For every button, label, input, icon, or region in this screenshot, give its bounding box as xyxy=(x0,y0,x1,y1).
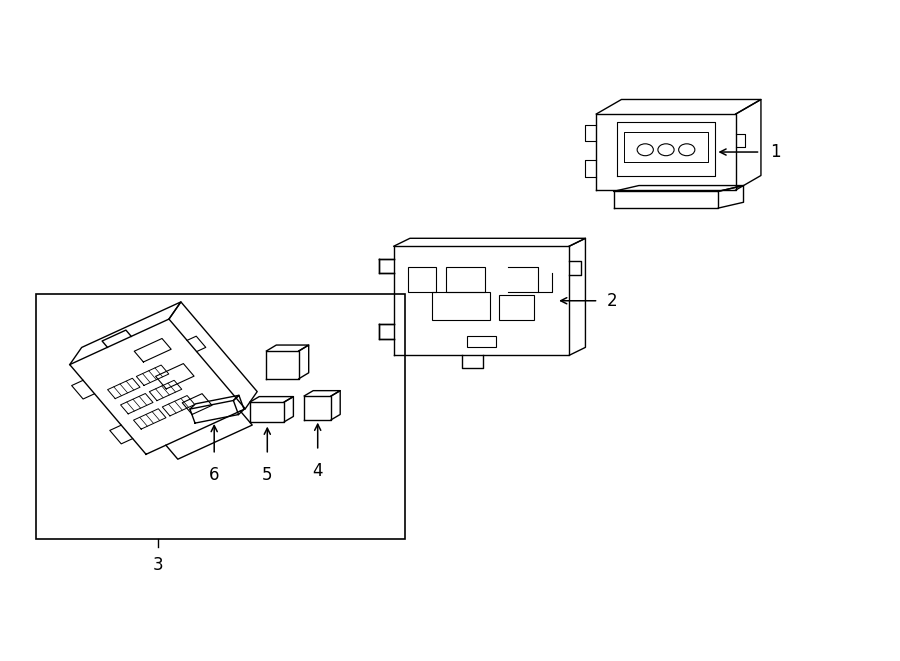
Text: 5: 5 xyxy=(262,466,273,484)
Bar xyxy=(408,267,436,292)
Bar xyxy=(36,294,405,539)
Bar xyxy=(446,267,485,292)
Text: 1: 1 xyxy=(770,143,781,161)
Text: 4: 4 xyxy=(312,462,323,480)
Bar xyxy=(467,336,496,346)
Text: 3: 3 xyxy=(152,556,163,574)
Bar xyxy=(499,295,535,321)
Text: 2: 2 xyxy=(607,292,617,310)
Bar xyxy=(432,292,491,321)
Text: 6: 6 xyxy=(209,466,220,484)
